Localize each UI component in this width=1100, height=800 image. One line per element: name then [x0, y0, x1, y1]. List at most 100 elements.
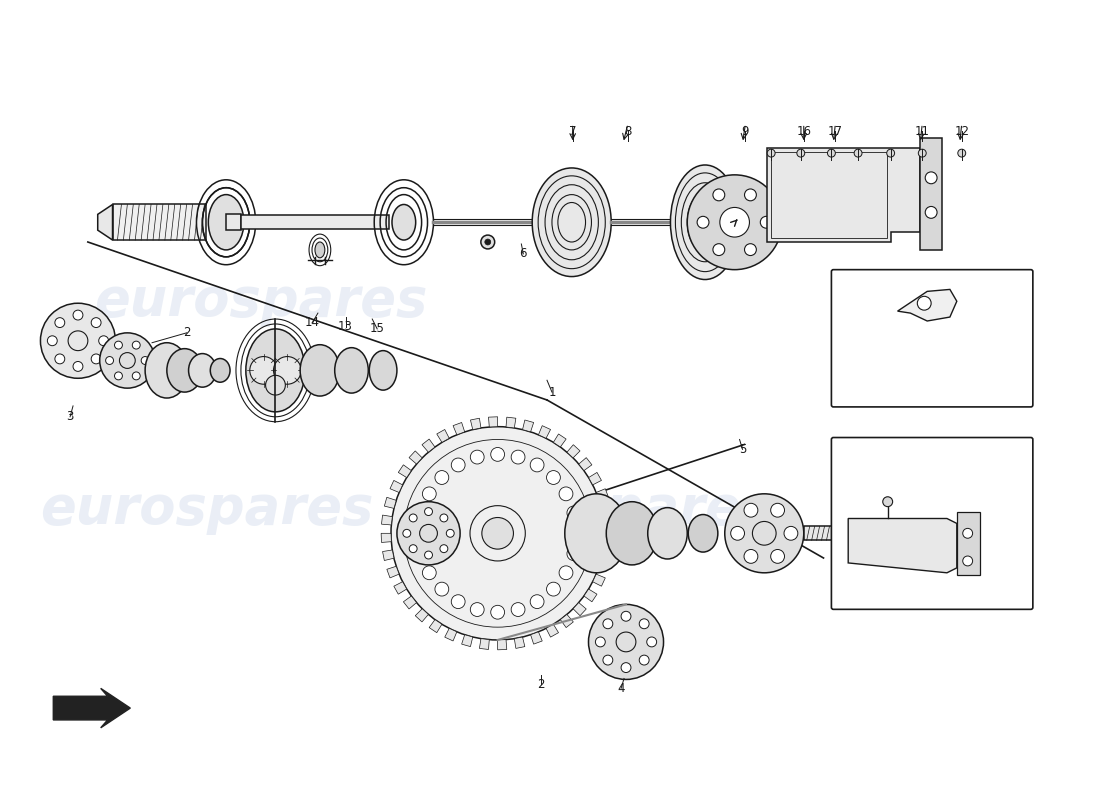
- Text: Valid for... See description: Valid for... See description: [864, 386, 1000, 396]
- Circle shape: [141, 357, 150, 365]
- Bar: [227, 214, 241, 230]
- Bar: [241, 215, 389, 229]
- Circle shape: [132, 372, 140, 380]
- Circle shape: [403, 530, 410, 538]
- Circle shape: [647, 637, 657, 647]
- Polygon shape: [382, 515, 393, 525]
- Circle shape: [47, 336, 57, 346]
- Text: eurospares: eurospares: [440, 482, 773, 534]
- Circle shape: [559, 487, 573, 501]
- Polygon shape: [602, 506, 613, 517]
- Circle shape: [730, 526, 745, 540]
- Circle shape: [917, 296, 931, 310]
- Circle shape: [91, 354, 101, 364]
- Ellipse shape: [245, 329, 305, 412]
- Text: 2: 2: [537, 678, 544, 691]
- Polygon shape: [453, 422, 464, 434]
- Polygon shape: [112, 205, 207, 240]
- Circle shape: [482, 518, 514, 549]
- Circle shape: [397, 502, 460, 565]
- Circle shape: [422, 487, 437, 501]
- Text: 15: 15: [370, 322, 385, 335]
- Ellipse shape: [188, 354, 217, 387]
- Polygon shape: [898, 290, 957, 321]
- Circle shape: [771, 503, 784, 517]
- Circle shape: [827, 149, 835, 157]
- Polygon shape: [497, 640, 507, 650]
- Circle shape: [745, 189, 757, 201]
- Text: 3: 3: [66, 410, 74, 423]
- Circle shape: [440, 545, 448, 553]
- Circle shape: [566, 506, 581, 520]
- Circle shape: [132, 341, 140, 349]
- Polygon shape: [398, 465, 411, 478]
- Circle shape: [485, 239, 491, 245]
- Text: 12: 12: [955, 125, 969, 138]
- Circle shape: [390, 426, 604, 640]
- Polygon shape: [98, 205, 112, 240]
- Circle shape: [41, 303, 116, 378]
- Circle shape: [530, 458, 544, 472]
- Circle shape: [274, 357, 301, 384]
- Polygon shape: [603, 542, 614, 551]
- Polygon shape: [387, 566, 399, 578]
- Circle shape: [595, 637, 605, 647]
- Circle shape: [411, 526, 426, 540]
- Polygon shape: [848, 518, 957, 573]
- Polygon shape: [422, 439, 435, 452]
- Circle shape: [725, 494, 804, 573]
- Text: 10: 10: [868, 344, 883, 357]
- Circle shape: [491, 606, 505, 619]
- Circle shape: [114, 341, 122, 349]
- Circle shape: [713, 189, 725, 201]
- Text: 14: 14: [305, 317, 319, 330]
- Ellipse shape: [606, 502, 658, 565]
- Polygon shape: [488, 417, 497, 427]
- Polygon shape: [566, 445, 580, 458]
- Polygon shape: [573, 602, 586, 616]
- Circle shape: [100, 333, 155, 388]
- Ellipse shape: [532, 168, 612, 277]
- Polygon shape: [53, 688, 130, 728]
- Text: 16: 16: [796, 125, 812, 138]
- Text: 2: 2: [183, 326, 190, 339]
- Circle shape: [415, 547, 428, 561]
- Ellipse shape: [334, 348, 368, 393]
- Circle shape: [918, 149, 926, 157]
- Polygon shape: [384, 498, 396, 509]
- Polygon shape: [444, 628, 456, 641]
- Text: eurospares: eurospares: [40, 482, 373, 534]
- Polygon shape: [404, 596, 417, 609]
- Circle shape: [559, 566, 573, 580]
- Circle shape: [55, 318, 65, 327]
- Polygon shape: [604, 524, 614, 534]
- Polygon shape: [480, 638, 490, 650]
- Circle shape: [603, 655, 613, 665]
- Text: 6: 6: [519, 247, 527, 260]
- Circle shape: [883, 497, 892, 506]
- Circle shape: [621, 611, 631, 621]
- Bar: [804, 526, 873, 540]
- Polygon shape: [921, 138, 942, 250]
- Text: 5: 5: [739, 443, 746, 456]
- Ellipse shape: [689, 514, 718, 552]
- Text: 18: 18: [847, 328, 861, 342]
- Circle shape: [588, 605, 663, 679]
- Circle shape: [771, 550, 784, 563]
- Polygon shape: [515, 637, 525, 648]
- Circle shape: [639, 619, 649, 629]
- Circle shape: [547, 470, 560, 485]
- Circle shape: [512, 602, 525, 617]
- Circle shape: [73, 310, 82, 320]
- Polygon shape: [506, 417, 516, 428]
- Circle shape: [603, 619, 613, 629]
- Circle shape: [796, 149, 805, 157]
- Circle shape: [265, 375, 285, 395]
- Text: Vale per... Vedi descrizione: Vale per... Vedi descrizione: [862, 372, 1002, 382]
- Circle shape: [415, 506, 428, 520]
- Circle shape: [99, 336, 109, 346]
- Circle shape: [925, 172, 937, 184]
- Polygon shape: [553, 434, 566, 447]
- Circle shape: [530, 594, 544, 609]
- Circle shape: [471, 602, 484, 617]
